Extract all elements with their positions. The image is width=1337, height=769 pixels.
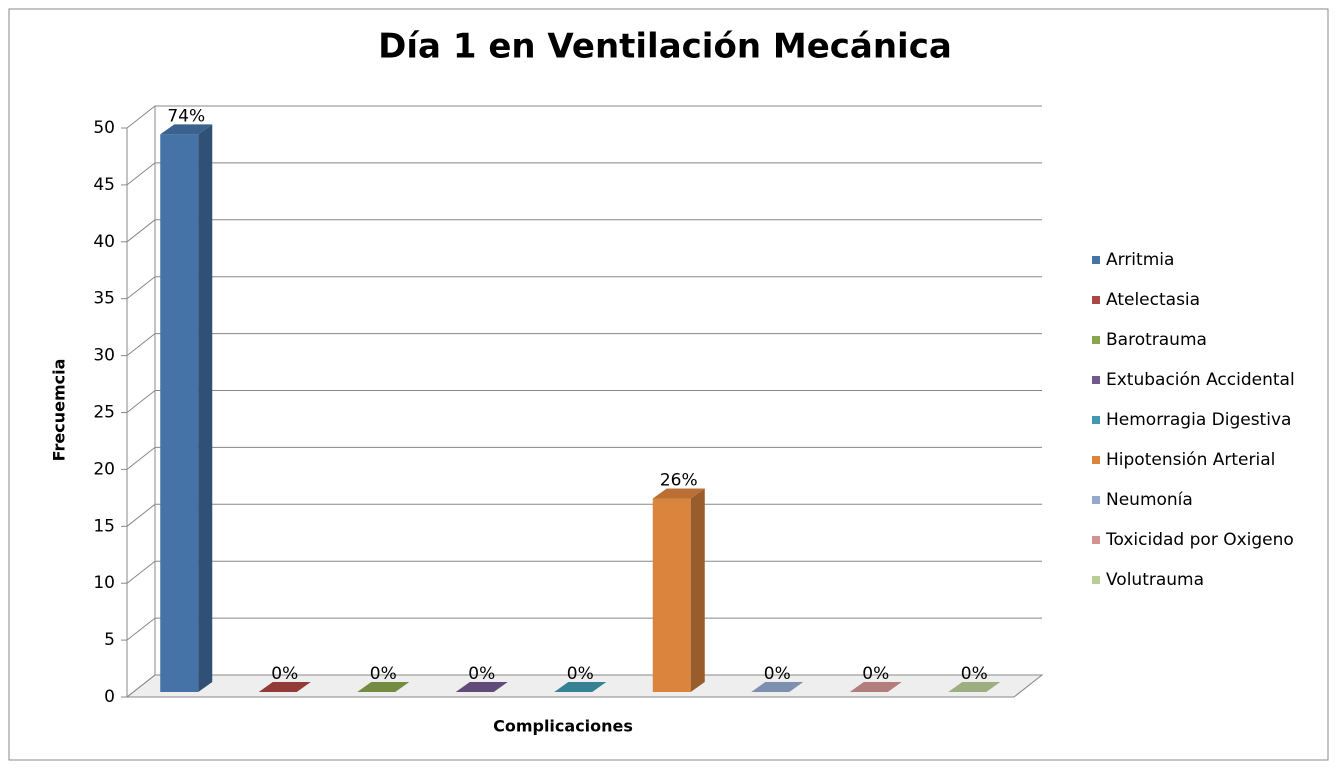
bar-top [751, 682, 804, 692]
chart-title: Día 1 en Ventilación Mecánica [378, 27, 952, 67]
legend-swatch [1092, 296, 1100, 304]
bar-top [652, 488, 705, 499]
y-tick-label: 5 [104, 630, 115, 650]
data-label: 0% [370, 664, 397, 684]
legend-label: Arritmia [1106, 250, 1174, 270]
bar-side [198, 124, 213, 692]
legend-label: Hemorragia Digestiva [1106, 410, 1291, 430]
grid-line [126, 674, 1042, 698]
grid-line [126, 162, 1042, 186]
y-tick-label: 35 [93, 289, 115, 309]
y-tick-label: 10 [93, 573, 115, 593]
bar-top [160, 124, 213, 135]
data-label: 0% [468, 664, 495, 684]
legend-swatch [1092, 416, 1100, 424]
y-tick-label: 15 [93, 516, 115, 536]
legend-label: Toxicidad por Oxigeno [1105, 530, 1294, 550]
y-tick-label: 25 [93, 403, 115, 423]
grid-line [126, 276, 1042, 300]
grid-line [126, 617, 1042, 641]
bar-top [258, 682, 311, 692]
y-tick-label: 40 [93, 232, 115, 252]
bar-top [554, 682, 607, 692]
legend-swatch [1092, 376, 1100, 384]
legend-label: Volutrauma [1106, 570, 1204, 590]
bar [160, 134, 199, 692]
data-label: 0% [961, 664, 988, 684]
data-label: 26% [660, 471, 698, 491]
y-tick-label: 20 [93, 459, 115, 479]
legend-swatch [1092, 336, 1100, 344]
legend-label: Hipotensión Arterial [1106, 450, 1275, 470]
legend-swatch [1092, 496, 1100, 504]
grid-line [126, 219, 1042, 243]
legend-swatch [1092, 536, 1100, 544]
grid-line [126, 333, 1042, 356]
grid-line [126, 560, 1042, 584]
y-axis-label: Frecuemcia [50, 359, 69, 462]
grid-line [126, 503, 1042, 527]
data-label: 0% [567, 664, 594, 684]
legend-swatch [1092, 456, 1100, 464]
grid-line [126, 446, 1042, 470]
x-axis-label: Complicaciones [493, 717, 633, 736]
bar-top [948, 682, 1001, 692]
legend-label: Barotrauma [1106, 330, 1207, 350]
grid-line [126, 105, 1042, 129]
y-tick-label: 30 [93, 346, 115, 366]
data-label: 0% [764, 664, 791, 684]
data-label: 0% [862, 664, 889, 684]
bar-side [690, 488, 705, 692]
bar-top [849, 682, 902, 692]
bar [652, 498, 691, 692]
legend-swatch [1092, 576, 1100, 584]
legend-label: Neumonía [1106, 490, 1193, 510]
legend-swatch [1092, 256, 1100, 264]
bar-top [455, 682, 508, 692]
data-label: 74% [167, 106, 205, 126]
y-tick-label: 50 [93, 118, 115, 138]
legend-label: Atelectasia [1106, 290, 1200, 310]
y-tick-label: 0 [104, 687, 115, 707]
data-label: 0% [271, 664, 298, 684]
y-tick-label: 45 [93, 175, 115, 195]
bar-top [357, 682, 410, 692]
grid-line [126, 390, 1042, 413]
legend-label: Extubación Accidental [1106, 370, 1295, 390]
